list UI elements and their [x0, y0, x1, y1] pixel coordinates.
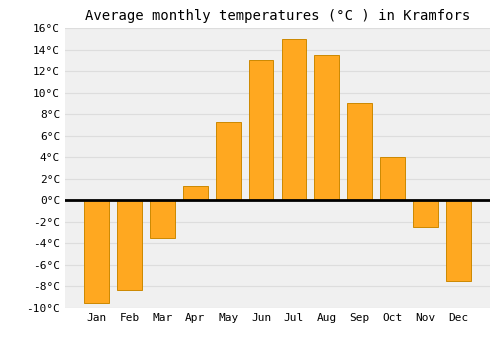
Bar — [183, 186, 208, 200]
Bar — [314, 55, 339, 200]
Bar — [216, 122, 240, 200]
Bar — [282, 39, 306, 200]
Bar — [413, 200, 438, 227]
Bar — [348, 103, 372, 200]
Bar — [117, 200, 142, 290]
Bar — [150, 200, 174, 238]
Bar — [248, 60, 274, 200]
Bar — [380, 157, 405, 200]
Bar — [446, 200, 470, 281]
Title: Average monthly temperatures (°C ) in Kramfors: Average monthly temperatures (°C ) in Kr… — [85, 9, 470, 23]
Bar — [84, 200, 109, 303]
